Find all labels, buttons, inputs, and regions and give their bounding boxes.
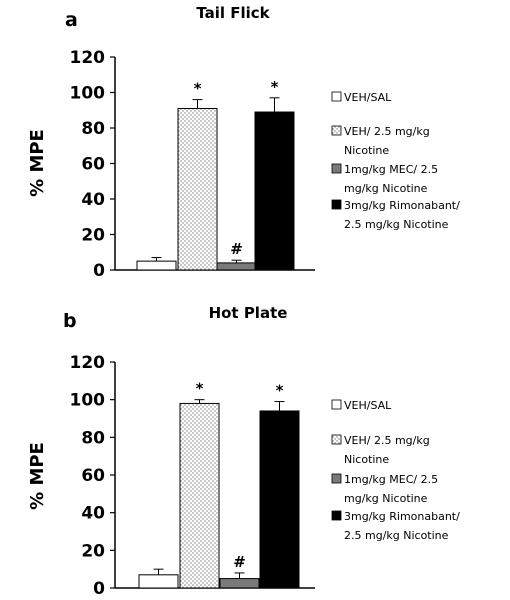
y-tick-label: 120 — [70, 353, 106, 373]
bar — [136, 260, 177, 271]
legend-label: 3mg/kg Rimonabant/ — [344, 199, 460, 212]
panel-letter: b — [63, 310, 77, 332]
y-tick-label: 20 — [81, 541, 105, 561]
legend-label: 2.5 mg/kg Nicotine — [344, 218, 449, 231]
y-tick-label: 40 — [81, 190, 105, 210]
legend-swatch — [331, 473, 342, 484]
y-tick-label: 100 — [70, 391, 106, 411]
legend-label: 2.5 mg/kg Nicotine — [344, 529, 449, 542]
bar — [179, 402, 220, 589]
bar — [254, 111, 295, 271]
significance-marker: * — [271, 78, 279, 96]
legend-label: VEH/SAL — [344, 399, 392, 412]
legend-label: Nicotine — [344, 453, 389, 466]
legend-swatch — [331, 163, 342, 174]
legend-label: Nicotine — [344, 144, 389, 157]
y-tick-label: 0 — [93, 261, 105, 281]
significance-marker: * — [196, 380, 204, 398]
chart-panel-a: a Tail Flick % MPE 0 20 40 60 80 100 120 VEH/SAL * V… — [27, 4, 460, 281]
legend-swatch — [331, 91, 342, 102]
chart-panel-b: b Hot Plate % MPE 0 20 40 60 80 100 120 VEH/SAL * VE… — [27, 304, 460, 599]
legend-label: 1mg/kg MEC/ 2.5 — [344, 473, 438, 486]
y-tick-label: 60 — [81, 155, 105, 175]
bar — [259, 410, 300, 589]
bar — [138, 574, 179, 589]
y-tick-label: 0 — [93, 579, 105, 599]
panel-letter: a — [65, 9, 78, 31]
y-tick-label: 120 — [70, 48, 106, 68]
legend-swatch — [331, 125, 342, 136]
bar — [219, 578, 260, 589]
y-tick-label: 40 — [81, 504, 105, 524]
y-tick-label: 100 — [70, 84, 106, 104]
significance-marker: * — [276, 382, 284, 400]
legend-label: 3mg/kg Rimonabant/ — [344, 510, 460, 523]
legend-label: VEH/ 2.5 mg/kg — [344, 125, 430, 138]
legend-label: VEH/ 2.5 mg/kg — [344, 434, 430, 447]
legend-label: mg/kg Nicotine — [344, 492, 428, 505]
significance-marker: # — [233, 553, 246, 571]
legend-swatch — [331, 510, 342, 521]
y-axis-label: % MPE — [27, 442, 48, 510]
legend-swatch — [331, 434, 342, 445]
bar — [177, 107, 218, 271]
y-tick-label: 60 — [81, 466, 105, 486]
legend-label: VEH/SAL — [344, 91, 392, 104]
chart-title: Tail Flick — [196, 4, 270, 22]
significance-marker: # — [230, 240, 243, 258]
y-axis-label: % MPE — [27, 129, 48, 197]
legend-swatch — [331, 399, 342, 410]
legend-label: mg/kg Nicotine — [344, 182, 428, 195]
y-tick-label: 20 — [81, 226, 105, 246]
chart-title: Hot Plate — [209, 304, 288, 322]
y-tick-label: 80 — [81, 119, 105, 139]
bar — [216, 262, 257, 271]
legend-label: 1mg/kg MEC/ 2.5 — [344, 163, 438, 176]
significance-marker: * — [194, 80, 202, 98]
y-tick-label: 80 — [81, 428, 105, 448]
legend-swatch — [331, 199, 342, 210]
